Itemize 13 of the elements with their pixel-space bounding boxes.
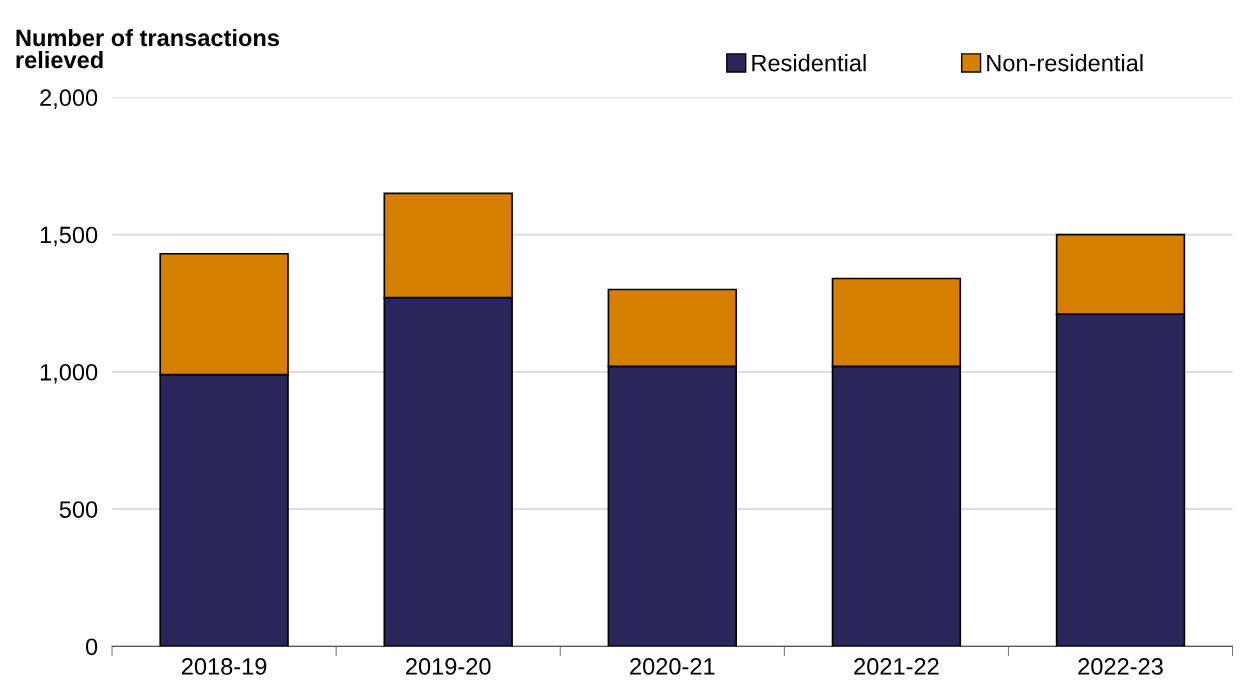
legend-label: Residential xyxy=(752,54,866,72)
x-tick-label: 2020-21 xyxy=(630,658,715,675)
y-tick-label: 1,500 xyxy=(40,226,98,247)
x-tick-label: 2018-19 xyxy=(181,658,267,675)
y-tick-label: 0 xyxy=(85,638,98,656)
y-tick-label: 2,000 xyxy=(40,89,98,109)
x-tick-label: 2019-20 xyxy=(406,658,491,675)
x-tick-label: 2021-22 xyxy=(854,658,939,675)
y-axis-title: Number of transactions relieved xyxy=(16,28,279,69)
y-tick-label: 500 xyxy=(59,501,98,518)
y-tick-label: 1,000 xyxy=(40,363,98,384)
legend-label: Non-residential xyxy=(987,54,1143,72)
x-tick-label: 2022-23 xyxy=(1078,658,1163,675)
